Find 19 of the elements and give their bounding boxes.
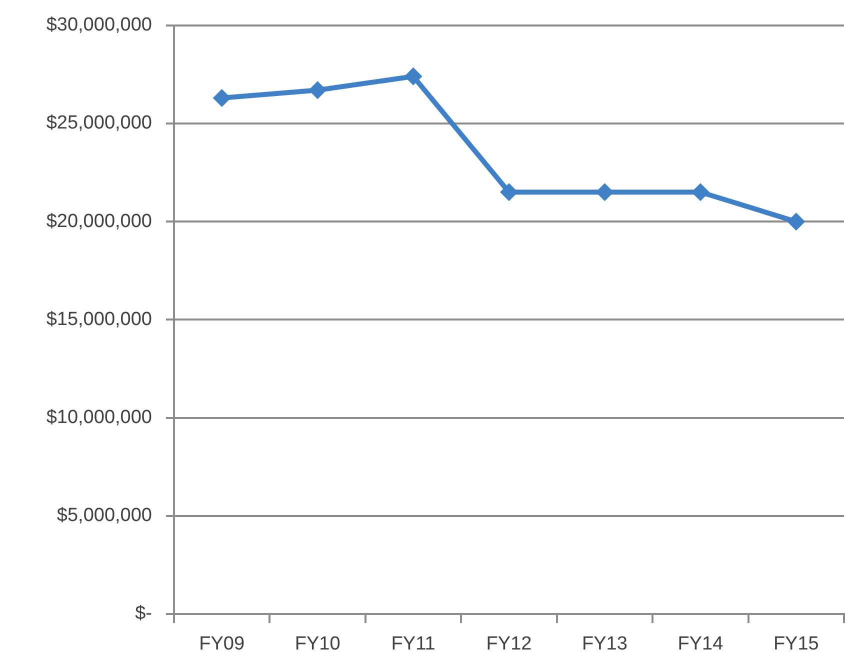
y-tick-label: $20,000,000 bbox=[46, 210, 152, 232]
x-tick-label: FY14 bbox=[678, 634, 724, 655]
x-tick-label: FY12 bbox=[486, 634, 532, 655]
y-tick-label: $- bbox=[135, 603, 152, 624]
y-tick-label: $15,000,000 bbox=[46, 308, 152, 330]
x-tick-label: FY15 bbox=[773, 634, 819, 655]
point bbox=[500, 183, 518, 202]
point bbox=[212, 88, 231, 107]
x-tick-label: FY13 bbox=[582, 634, 628, 655]
y-tick-label: $10,000,000 bbox=[46, 407, 152, 428]
point bbox=[308, 81, 327, 100]
x-tick-label: FY11 bbox=[391, 634, 436, 655]
y-tick-label: $25,000,000 bbox=[46, 112, 152, 134]
y-tick-label: $30,000,000 bbox=[46, 14, 152, 36]
point bbox=[787, 212, 806, 231]
point bbox=[404, 67, 422, 86]
x-tick-label: FY09 bbox=[199, 634, 245, 655]
y-tick-label: $5,000,000 bbox=[56, 505, 152, 526]
x-tick-label: FY10 bbox=[294, 634, 340, 655]
